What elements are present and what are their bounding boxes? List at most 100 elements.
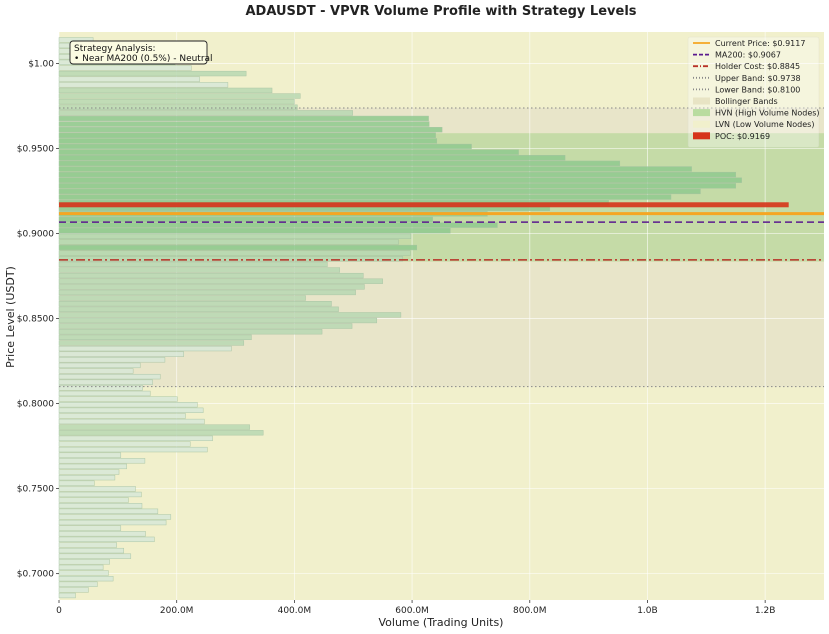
volume-bar <box>58 480 95 486</box>
volume-bar <box>58 503 143 509</box>
x-tick-label: 1.0B <box>637 606 658 616</box>
volume-bar <box>58 228 451 234</box>
volume-bar <box>58 222 498 228</box>
volume-bar <box>58 519 167 526</box>
annotation-box <box>69 40 208 65</box>
y-tick-label: $0.8000 <box>17 400 54 410</box>
volume-bar <box>58 138 438 144</box>
volume-bar <box>58 177 742 183</box>
volume-bar <box>58 312 402 318</box>
volume-bar <box>58 289 356 296</box>
volume-bar <box>58 368 134 374</box>
legend-entry: Current Price: $0.9117 <box>715 39 805 48</box>
volume-bar <box>58 536 155 543</box>
volume-bar <box>58 592 76 599</box>
volume-bar <box>58 239 399 245</box>
legend-entry: HVN (High Volume Nodes) <box>715 109 820 118</box>
volume-bar <box>58 250 411 256</box>
volume-bar <box>58 317 378 324</box>
volume-bar <box>58 171 736 178</box>
strategy-annotation: Strategy Analysis:• Near MA200 (0.5%) - … <box>69 40 213 65</box>
volume-bar <box>58 418 205 425</box>
volume-bar <box>58 183 736 189</box>
volume-bar <box>58 155 566 161</box>
poc-bar <box>59 202 789 208</box>
volume-bar <box>58 301 332 307</box>
legend-entry: LVN (Low Volume Nodes) <box>715 120 814 129</box>
volume-bar <box>58 373 161 380</box>
x-tick-label: 200.0M <box>160 606 194 616</box>
volume-bar <box>58 334 252 340</box>
legend-entry: Lower Band: $0.8100 <box>715 85 800 94</box>
volume-bar <box>58 110 353 116</box>
annotation-line: • Near MA200 (0.5%) - Neutral <box>74 54 213 64</box>
volume-bar <box>58 385 143 391</box>
legend: Current Price: $0.9117 MA200: $0.9067 Hold… <box>687 36 820 148</box>
volume-bar <box>58 508 159 514</box>
volume-bar <box>58 402 198 408</box>
volume-bar <box>58 486 136 492</box>
volume-bar <box>58 446 208 453</box>
volume-bar <box>58 362 141 369</box>
volume-bar <box>58 329 323 335</box>
legend-entry: POC: $0.9169 <box>715 132 770 141</box>
volume-bar <box>58 306 339 312</box>
volume-bar <box>58 188 701 195</box>
volume-bar <box>58 553 132 559</box>
x-tick-label: 400.0M <box>278 606 312 616</box>
volume-bar <box>58 435 213 442</box>
volume-bar <box>58 497 129 503</box>
volume-bar <box>58 570 109 576</box>
volume-bar <box>58 424 250 430</box>
volume-bar <box>58 547 124 554</box>
volume-bar <box>58 160 621 167</box>
volume-bars <box>58 37 742 599</box>
volume-bar <box>58 82 229 88</box>
volume-bar <box>58 70 247 77</box>
x-axis-label: Volume (Trading Units) <box>379 616 504 629</box>
legend-swatch <box>693 132 710 140</box>
volume-bar <box>58 272 364 279</box>
axes: 0 200.0M 400.0M 600.0M 800.0M 1.0B 1.2B $0.7000… <box>17 59 776 616</box>
volume-bar <box>58 295 306 301</box>
annotation-line: Strategy Analysis: <box>74 44 156 54</box>
legend-entry: Holder Cost: $0.8845 <box>715 62 800 71</box>
volume-bar <box>58 351 185 357</box>
volume-bar <box>58 166 692 172</box>
x-tick-label: 600.0M <box>395 606 429 616</box>
volume-bar <box>58 244 418 251</box>
watermark: @AI看盘 <box>692 599 740 614</box>
volume-bar <box>58 430 264 436</box>
volume-bar <box>58 256 403 262</box>
volume-bar <box>58 542 117 548</box>
volume-bar <box>58 474 116 481</box>
volume-bar <box>58 323 353 329</box>
chart-title: ADAUSDT - VPVR Volume Profile with Strat… <box>245 4 636 19</box>
volume-bar <box>58 194 672 200</box>
volume-bar <box>58 441 191 447</box>
volume-bar <box>58 458 146 464</box>
volume-bar <box>58 143 472 150</box>
x-tick-label: 1.2B <box>755 606 776 616</box>
volume-bar <box>58 233 412 239</box>
volume-bar <box>58 76 200 82</box>
y-tick-label: $0.9000 <box>17 230 54 240</box>
volume-bar <box>58 284 365 290</box>
volume-bar <box>58 514 172 520</box>
volume-bar <box>58 357 166 363</box>
volume-bar <box>58 564 104 571</box>
volume-bar <box>58 407 204 413</box>
lvn-zone <box>59 386 824 600</box>
volume-bar <box>58 345 232 352</box>
volume-bar <box>58 65 192 71</box>
volume-bar <box>58 379 153 385</box>
volume-bar <box>58 491 142 498</box>
volume-bar <box>58 98 295 105</box>
legend-swatch <box>693 109 710 117</box>
volume-bar <box>58 581 98 587</box>
x-tick-label: 0 <box>56 606 62 616</box>
strategy-levels <box>59 107 824 388</box>
y-tick-label: $0.7500 <box>17 485 54 495</box>
volume-bar <box>58 132 436 138</box>
